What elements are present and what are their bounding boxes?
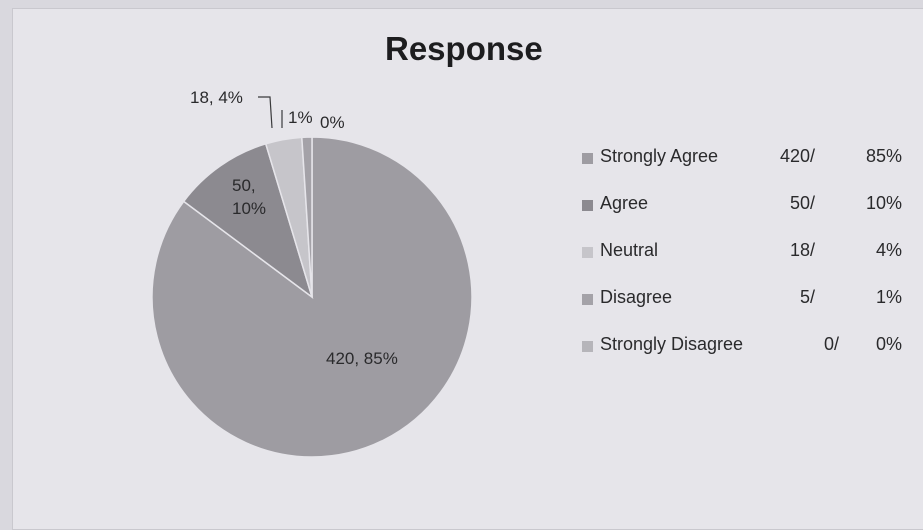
legend-count: 0/	[823, 334, 839, 354]
data-label-agree-line1: 50,	[232, 176, 256, 195]
legend-swatch	[582, 200, 593, 211]
data-label-strongly-agree: 420, 85%	[326, 349, 398, 368]
pie-slice-disagree	[301, 136, 313, 298]
legend-count: 18/	[789, 240, 815, 260]
legend-label: Strongly Agree	[600, 146, 719, 166]
legend-percent: 0%	[875, 334, 902, 354]
legend-percent: 85%	[865, 146, 902, 166]
pie-chart: 420, 85% 50, 10% 18, 4% 1% 0%	[151, 88, 473, 458]
legend-count: 420/	[779, 146, 815, 166]
legend-label: Disagree	[600, 287, 673, 307]
legend-percent: 4%	[875, 240, 902, 260]
pie-slice-agree	[182, 142, 314, 299]
legend-percent: 1%	[875, 287, 902, 307]
legend-swatch	[582, 341, 593, 352]
legend-label: Strongly Disagree	[600, 334, 744, 354]
data-label-agree-line2: 10%	[232, 199, 266, 218]
data-label-strongly-disagree: 0%	[320, 113, 345, 132]
legend-swatch	[582, 294, 593, 305]
data-label-neutral: 18, 4%	[190, 88, 243, 107]
legend-swatch	[582, 247, 593, 258]
leader-line-neutral	[258, 96, 273, 129]
legend-label: Agree	[600, 193, 649, 213]
data-label-disagree: 1%	[288, 108, 313, 127]
legend-label: Neutral	[600, 240, 659, 260]
chart-title: Response	[385, 30, 543, 67]
legend-count: 5/	[799, 287, 815, 307]
legend-count: 50/	[789, 193, 815, 213]
legend-percent: 10%	[865, 193, 902, 213]
legend-swatch	[582, 153, 593, 164]
